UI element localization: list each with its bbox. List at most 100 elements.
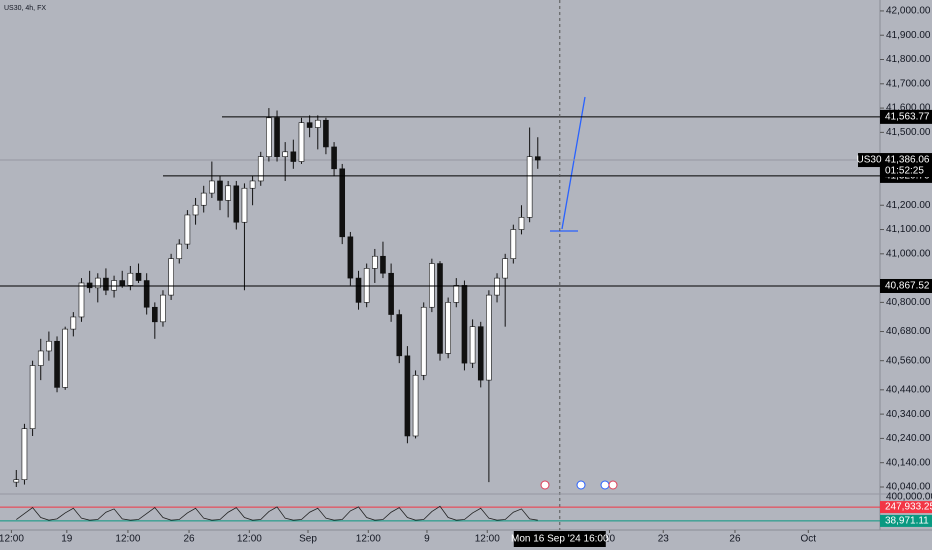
candle-body bbox=[192, 204, 199, 216]
x-tick-label: Sep bbox=[299, 534, 317, 545]
candle-body bbox=[70, 316, 77, 330]
crosshair-label: Mon 16 Sep '24 16:00 bbox=[511, 534, 609, 545]
candle-body bbox=[54, 340, 60, 388]
candle-body bbox=[103, 277, 109, 291]
candle-body bbox=[21, 428, 28, 480]
volume-level-label: 247,933.25 bbox=[885, 502, 932, 513]
y-tick-label: 41,200.00 bbox=[886, 200, 931, 211]
candle-body bbox=[274, 117, 280, 157]
event-icon[interactable] bbox=[576, 480, 586, 490]
candle-body bbox=[420, 306, 427, 376]
candle-body bbox=[298, 122, 305, 162]
candle-body bbox=[217, 180, 223, 201]
level-label-box bbox=[880, 109, 932, 124]
volume-level-label: 38,971.11 bbox=[885, 516, 929, 527]
candle-body bbox=[266, 117, 272, 157]
volume-level-box bbox=[880, 501, 932, 514]
candle-body bbox=[314, 119, 321, 128]
candle-body bbox=[502, 258, 508, 279]
candle-body bbox=[469, 326, 476, 364]
y-tick-label: 40,040.00 bbox=[886, 482, 931, 493]
x-tick-label: 26 bbox=[729, 534, 741, 545]
x-tick-label: 19 bbox=[61, 534, 73, 545]
candle-body bbox=[363, 268, 370, 303]
candle-body bbox=[290, 151, 297, 162]
candle-body bbox=[111, 280, 117, 291]
x-tick-label: 12:00 bbox=[115, 534, 140, 545]
last-price-box bbox=[880, 153, 932, 178]
candle-body bbox=[534, 156, 541, 161]
candle-body bbox=[380, 255, 386, 274]
y-tick-label: 41,700.00 bbox=[886, 78, 931, 89]
candle-body bbox=[160, 294, 166, 323]
symbol-box bbox=[858, 153, 880, 168]
candle-body bbox=[388, 272, 394, 315]
event-icon[interactable] bbox=[540, 480, 550, 490]
candle-body bbox=[437, 263, 443, 354]
x-tick-label: 12:00 bbox=[475, 534, 500, 545]
candle-body bbox=[396, 314, 403, 357]
candle-body bbox=[225, 185, 231, 201]
candle-body bbox=[152, 306, 158, 323]
candle-body bbox=[518, 217, 525, 230]
candle-body bbox=[494, 277, 500, 296]
event-icon[interactable] bbox=[600, 480, 610, 490]
y-tick-label: 40,680.00 bbox=[886, 326, 931, 337]
candle-body bbox=[526, 156, 533, 218]
candle-body bbox=[135, 272, 142, 281]
candle-body bbox=[13, 479, 20, 483]
y-tick-label: 40,440.00 bbox=[886, 384, 931, 395]
y-tick-label: 41,600.00 bbox=[886, 103, 931, 114]
level-label: 41,563.77 bbox=[885, 112, 930, 123]
candle-body bbox=[257, 156, 264, 182]
candle-body bbox=[445, 302, 451, 354]
chart-title: US30, 4h, FX bbox=[4, 5, 46, 12]
candle-body bbox=[184, 214, 191, 245]
y-tick-label: 40,240.00 bbox=[886, 433, 931, 444]
candle-body bbox=[249, 180, 256, 189]
candle-body bbox=[168, 258, 174, 296]
candle-body bbox=[282, 151, 288, 157]
x-tick-label: Oct bbox=[801, 534, 817, 545]
x-tick-label: 20 bbox=[604, 534, 616, 545]
y-tick-label: 42,000.00 bbox=[886, 6, 931, 17]
candle-body bbox=[176, 243, 183, 259]
candle-body bbox=[347, 236, 354, 279]
volume-line bbox=[16, 505, 538, 521]
level-label-box bbox=[880, 278, 932, 293]
candle-body bbox=[241, 187, 248, 223]
candle-body bbox=[339, 168, 346, 238]
candle-body bbox=[323, 119, 329, 148]
candle-body bbox=[477, 326, 484, 381]
y-tick-label: 41,800.00 bbox=[886, 54, 931, 65]
crosshair-label-box bbox=[513, 531, 606, 547]
candle-body bbox=[37, 350, 44, 366]
x-tick-label: 12:00 bbox=[356, 534, 381, 545]
x-tick-label: 12:00 bbox=[0, 534, 24, 545]
candle-body bbox=[429, 263, 435, 308]
candle-body bbox=[29, 365, 36, 429]
countdown: 01:52:25 bbox=[885, 166, 924, 177]
candle-body bbox=[127, 272, 134, 286]
candle-body bbox=[233, 185, 240, 223]
candle-body bbox=[331, 146, 337, 170]
x-tick-label: 12:00 bbox=[237, 534, 262, 545]
y-tick-label: 40,560.00 bbox=[886, 355, 931, 366]
x-tick-label: 23 bbox=[658, 534, 670, 545]
candle-body bbox=[62, 328, 68, 388]
candle-body bbox=[510, 229, 517, 259]
y-tick-label: 41,500.00 bbox=[886, 127, 931, 138]
candle-body bbox=[355, 277, 362, 303]
event-icon[interactable] bbox=[608, 480, 618, 490]
candle-body bbox=[306, 122, 313, 128]
candle-body bbox=[404, 355, 411, 437]
candle-body bbox=[143, 280, 150, 308]
candle-body bbox=[453, 285, 460, 303]
candle-body bbox=[119, 280, 126, 286]
candle-body bbox=[412, 374, 419, 437]
candle-body bbox=[486, 294, 492, 381]
x-tick-label: 26 bbox=[183, 534, 195, 545]
